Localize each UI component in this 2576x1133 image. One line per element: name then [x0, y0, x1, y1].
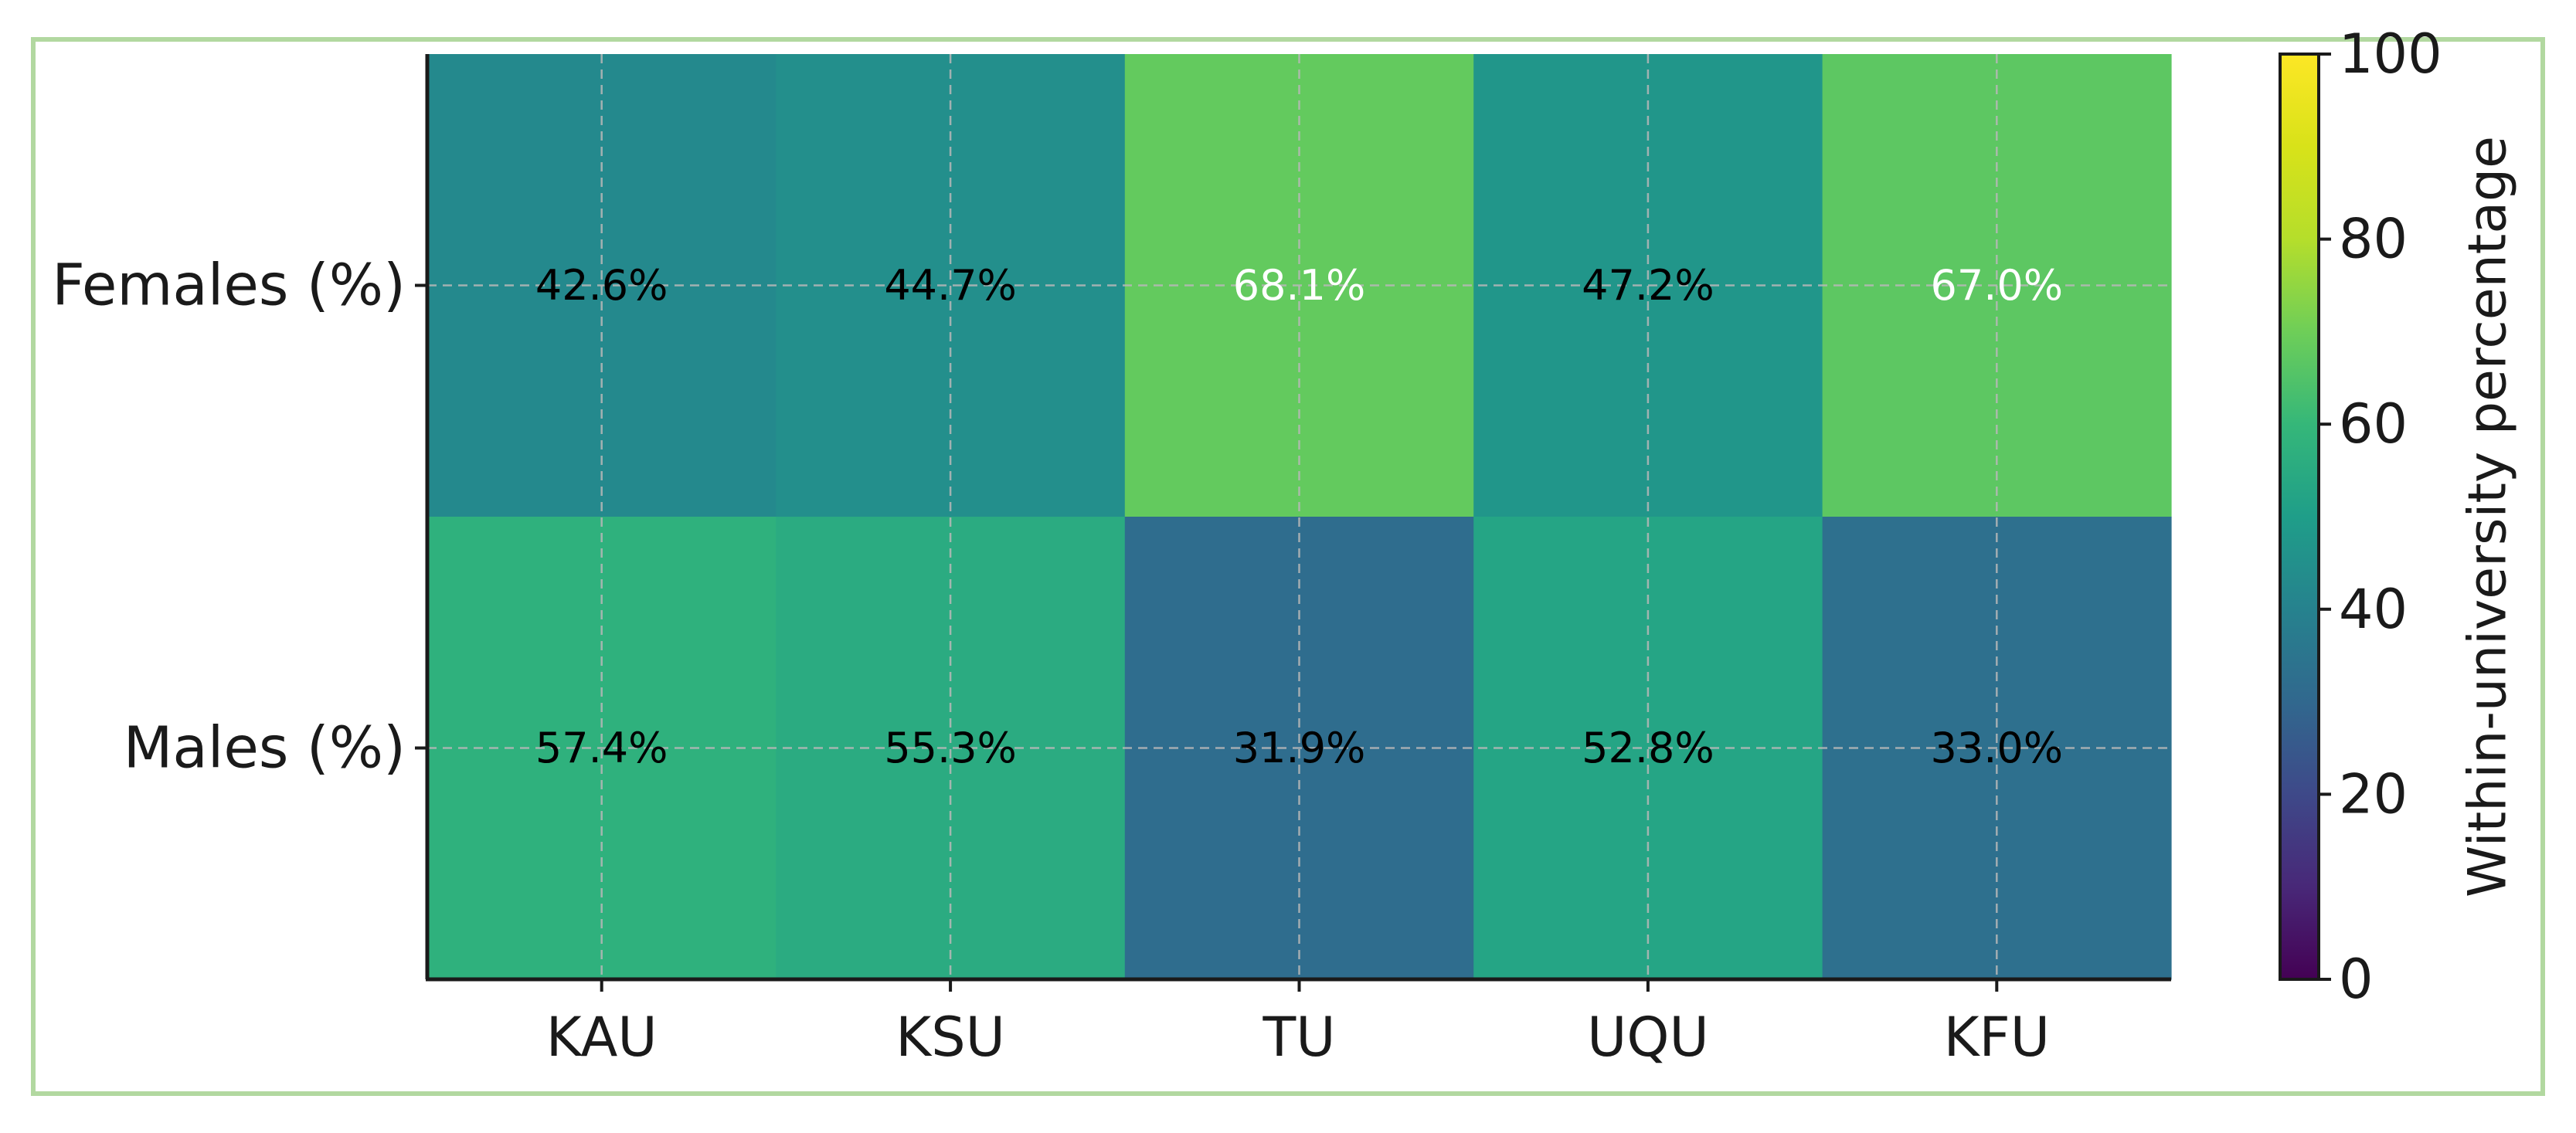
axes: KAU KSU TU UQU KFU Females (%) Males (%)	[52, 54, 2171, 1069]
y-tick-label: Females (%)	[52, 253, 406, 319]
x-tick-label: TU	[1263, 1006, 1336, 1069]
colorbar-tick-label: 60	[2339, 392, 2408, 456]
cell-value-label: 57.4%	[535, 724, 668, 772]
cell-value-label: 52.8%	[1582, 724, 1715, 772]
cell-value-label: 31.9%	[1233, 724, 1366, 772]
cell-value-label: 44.7%	[884, 261, 1017, 310]
colorbar-tick-label: 80	[2339, 208, 2408, 271]
colorbar-tick-label: 20	[2339, 762, 2408, 826]
cell-value-label: 68.1%	[1233, 261, 1366, 310]
x-tick-label: KAU	[546, 1006, 658, 1069]
y-tick-label: Males (%)	[124, 715, 406, 782]
colorbar-tick-label: 0	[2339, 948, 2374, 1011]
cell-value-label: 42.6%	[535, 261, 668, 310]
cell-labels: 42.6% 44.7% 68.1% 47.2% 67.0% 57.4% 55.3% 31.9%…	[535, 261, 2063, 772]
cell-value-label: 67.0%	[1931, 261, 2064, 310]
x-tick-label: KSU	[895, 1006, 1005, 1069]
x-tick-label: UQU	[1587, 1006, 1709, 1069]
x-tick-label: KFU	[1944, 1006, 2050, 1069]
colorbar-tick-label: 100	[2339, 22, 2442, 86]
heatmap-cells	[427, 54, 2172, 980]
cell-value-label: 33.0%	[1931, 724, 2064, 772]
cell-value-label: 47.2%	[1582, 261, 1715, 310]
colorbar-label: Within-university percentage	[2458, 136, 2519, 897]
colorbar: 0 20 40 60 80 100 Within-university percentage	[2279, 22, 2519, 1011]
cell-value-label: 55.3%	[884, 724, 1017, 772]
colorbar-gradient	[2279, 53, 2320, 981]
colorbar-tick-label: 40	[2339, 578, 2408, 641]
gridlines	[427, 54, 2171, 979]
